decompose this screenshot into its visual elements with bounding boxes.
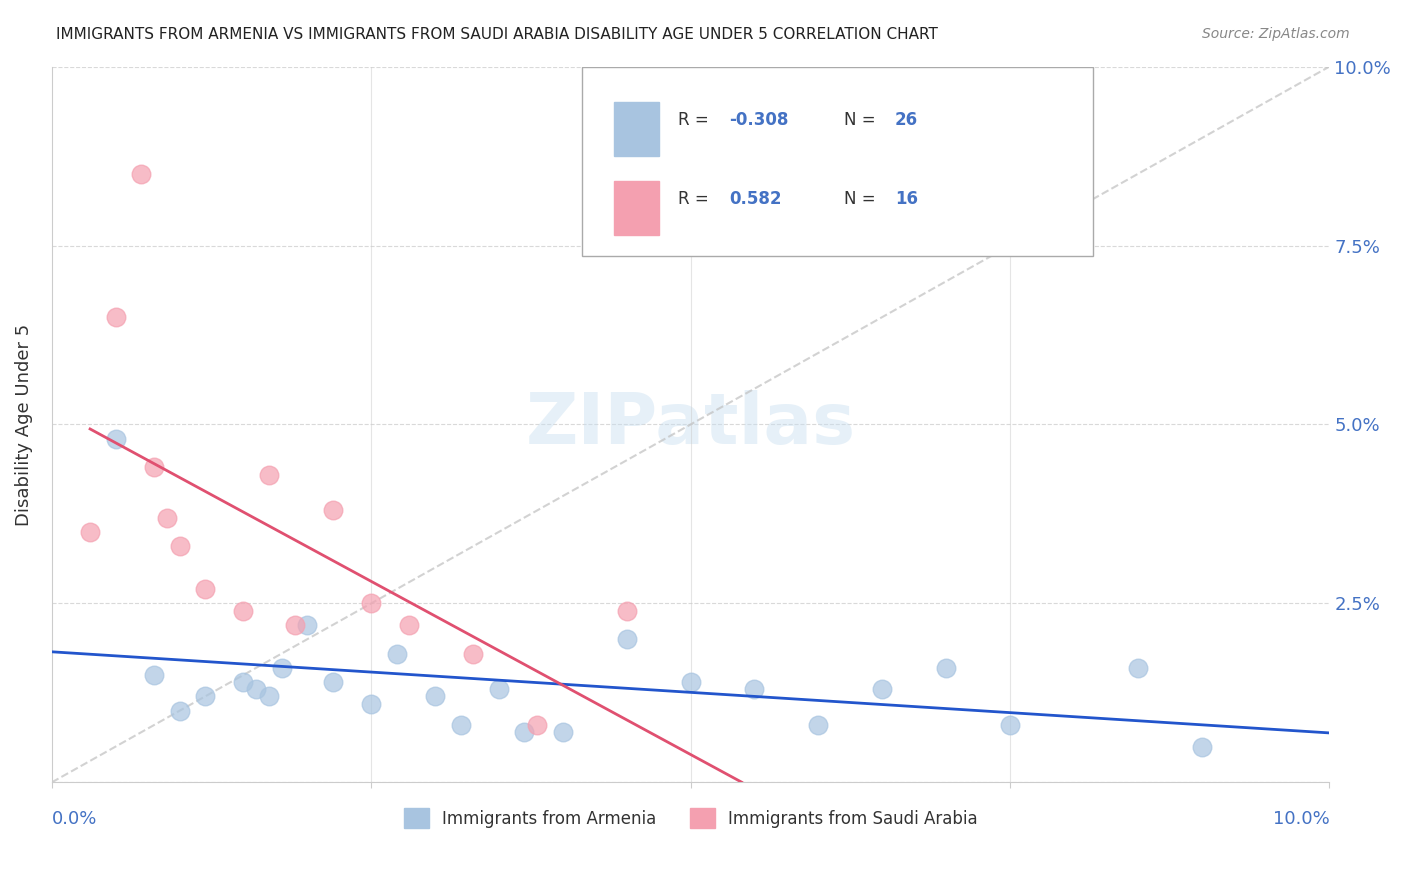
Point (398, 618, 420, 632)
Text: 0.0%: 0.0% (52, 810, 97, 828)
Text: R =: R = (678, 190, 714, 208)
Point (283, 618, 305, 632)
Point (129, 167, 152, 181)
Point (1191, 739, 1213, 754)
Text: 26: 26 (896, 112, 918, 129)
Text: N =: N = (844, 190, 880, 208)
Point (385, 647, 408, 661)
Text: N =: N = (844, 112, 880, 129)
Text: 0.582: 0.582 (728, 190, 782, 208)
Point (104, 432, 127, 446)
Point (423, 690, 446, 704)
Bar (614, 181, 658, 235)
Point (616, 632, 638, 647)
Point (551, 725, 574, 739)
Point (245, 682, 267, 697)
FancyBboxPatch shape (582, 67, 1092, 256)
Point (616, 603, 638, 617)
Point (143, 668, 166, 682)
Point (360, 697, 382, 711)
Point (322, 503, 344, 517)
Point (450, 718, 472, 732)
Point (257, 690, 280, 704)
Bar (614, 103, 658, 156)
Point (270, 661, 292, 675)
Point (1126, 661, 1149, 675)
Point (488, 682, 510, 697)
Point (744, 682, 766, 697)
Point (935, 661, 957, 675)
Text: ZIPatlas: ZIPatlas (526, 390, 856, 459)
Point (297, 618, 319, 632)
Point (463, 647, 485, 661)
Point (998, 718, 1021, 732)
Text: IMMIGRANTS FROM ARMENIA VS IMMIGRANTS FROM SAUDI ARABIA DISABILITY AGE UNDER 5 C: IMMIGRANTS FROM ARMENIA VS IMMIGRANTS FR… (56, 27, 938, 42)
Y-axis label: Disability Age Under 5: Disability Age Under 5 (15, 324, 32, 525)
Text: R =: R = (678, 112, 714, 129)
Point (807, 718, 830, 732)
Legend: Immigrants from Armenia, Immigrants from Saudi Arabia: Immigrants from Armenia, Immigrants from… (396, 801, 984, 835)
Text: -0.308: -0.308 (728, 112, 789, 129)
Point (104, 310, 127, 325)
Point (156, 510, 179, 524)
Point (169, 539, 191, 553)
Point (679, 675, 702, 690)
Text: Source: ZipAtlas.com: Source: ZipAtlas.com (1202, 27, 1350, 41)
Point (513, 725, 536, 739)
Point (194, 582, 217, 596)
Point (526, 718, 548, 732)
Point (194, 690, 217, 704)
Point (322, 675, 344, 690)
Point (143, 460, 166, 475)
Point (232, 603, 254, 617)
Point (870, 682, 893, 697)
Point (257, 467, 280, 482)
Point (79, 524, 101, 539)
Point (169, 704, 191, 718)
Text: 16: 16 (896, 190, 918, 208)
Point (360, 596, 382, 610)
Text: 10.0%: 10.0% (1272, 810, 1330, 828)
Point (232, 675, 254, 690)
